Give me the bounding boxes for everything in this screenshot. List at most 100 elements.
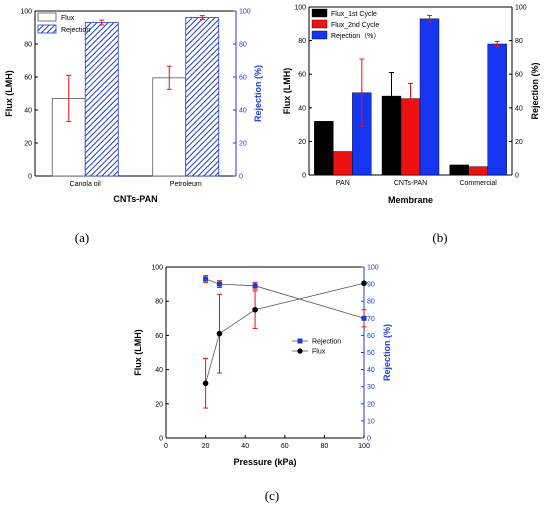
bar-series-0	[314, 121, 334, 176]
x-tick-label: PAN	[336, 180, 350, 187]
y-right-axis-label: Rejection (%)	[530, 62, 540, 119]
legend-label-1: Flux	[312, 349, 326, 356]
y-tick-label: 20	[24, 141, 32, 148]
y-right-tick-label: 20	[239, 141, 247, 148]
line-series-1	[205, 282, 365, 384]
panel-label: (a)	[75, 230, 89, 245]
y-right-tick-label: 80	[515, 38, 523, 45]
legend-label-0: Flux_1st Cycle	[331, 11, 377, 18]
x-tick-label: 80	[321, 443, 329, 450]
y-right-tick-label: 30	[367, 384, 375, 391]
chart-b: 0 20 40 60 80 100 0 20 40 60 80 100 PAN CNTs-PAN Comme…	[282, 5, 540, 246]
bar-series-0	[449, 164, 469, 176]
point-series-0	[216, 281, 222, 287]
bar-series-1	[333, 151, 353, 176]
y-tick-label: 100	[151, 265, 163, 272]
x-tick-label: 100	[358, 443, 370, 450]
y-right-tick-label: 90	[367, 282, 375, 289]
y-right-tick-label: 80	[239, 42, 247, 49]
chart-a: 0 20 40 60 80 100 0 20 40 60 80 100 Canola oil Petrol…	[4, 9, 263, 246]
y-right-tick-label: 40	[239, 108, 247, 115]
y-right-tick-label: 0	[239, 174, 243, 181]
legend-swatch-flux	[37, 12, 57, 22]
x-tick-label: CNTs-PAN	[394, 180, 427, 187]
y-right-axis-label: Rejection (%)	[253, 65, 263, 122]
legend-marker-0	[297, 338, 303, 344]
y-axis-label: Flux (LMH)	[4, 70, 14, 117]
y-tick-label: 0	[159, 436, 163, 443]
y-tick-label: 60	[155, 333, 163, 340]
legend-swatch-0	[311, 8, 328, 18]
bar-flux	[152, 77, 187, 177]
y-axis-label: Flux (LMH)	[282, 68, 292, 115]
y-tick-label: 0	[302, 173, 306, 180]
x-axis-label: Membrane	[388, 195, 433, 205]
y-tick-label: 100	[20, 9, 32, 16]
bar-rejection	[84, 22, 119, 177]
line-series-0	[205, 278, 365, 319]
y-tick-label: 100	[294, 5, 306, 12]
panel-label: (b)	[432, 230, 447, 245]
y-tick-label: 60	[24, 75, 32, 82]
x-tick-label: Petroleum	[170, 181, 202, 188]
x-tick-label: Commercial	[459, 180, 497, 187]
x-tick-label: 60	[281, 443, 289, 450]
y-axis-label: Flux (LMH)	[133, 329, 143, 376]
bar-series-2	[419, 18, 440, 176]
y-tick-label: 40	[24, 108, 32, 115]
point-series-1	[216, 330, 223, 337]
y-right-tick-label: 60	[367, 333, 375, 340]
y-right-tick-label: 40	[515, 105, 523, 112]
y-tick-label: 40	[298, 105, 306, 112]
y-right-tick-label: 20	[515, 139, 523, 146]
y-right-tick-label: 20	[367, 401, 375, 408]
x-tick-label: 0	[164, 443, 168, 450]
y-tick-label: 80	[298, 38, 306, 45]
y-right-tick-label: 0	[367, 436, 371, 443]
legend-marker-1	[297, 348, 303, 354]
y-right-tick-label: 70	[367, 316, 375, 323]
point-series-1	[202, 380, 209, 387]
y-tick-label: 80	[24, 42, 32, 49]
x-tick-label: 20	[202, 443, 210, 450]
legend-swatch-1	[311, 19, 328, 29]
y-right-tick-label: 40	[367, 367, 375, 374]
point-series-1	[361, 280, 367, 287]
y-right-tick-label: 100	[367, 265, 379, 272]
legend-swatch-rejection	[37, 24, 57, 34]
y-right-tick-label: 50	[367, 350, 375, 357]
bar-rejection	[185, 17, 220, 177]
bar-series-1	[468, 166, 488, 176]
y-right-axis-label: Rejection (%)	[382, 324, 392, 381]
y-right-tick-label: 10	[367, 418, 375, 425]
legend-label-rejection: Rejection	[61, 27, 90, 34]
x-tick-label: 40	[241, 443, 249, 450]
y-right-tick-label: 100	[239, 9, 251, 16]
y-right-tick-label: 60	[239, 75, 247, 82]
point-series-1	[252, 306, 258, 313]
y-tick-label: 40	[155, 367, 163, 374]
legend-label-2: Rejection（%）	[331, 32, 380, 40]
y-tick-label: 60	[298, 72, 306, 79]
x-axis-label: CNTs-PAN	[113, 194, 157, 204]
point-series-0	[252, 283, 258, 289]
x-axis-label: Pressure (kPa)	[233, 457, 296, 467]
legend-swatch-2	[311, 30, 328, 40]
legend-label-0: Rejection	[312, 339, 341, 346]
bar-series-2	[487, 43, 507, 176]
legend-label-1: Flux_2nd Cycle	[331, 22, 379, 29]
point-series-0	[361, 315, 367, 321]
x-tick-label: Canola oil	[70, 181, 102, 188]
y-tick-label: 80	[155, 299, 163, 306]
y-right-tick-label: 100	[515, 5, 527, 12]
bar-flux	[51, 98, 86, 177]
y-right-tick-label: 60	[515, 72, 523, 79]
y-tick-label: 0	[28, 174, 32, 181]
y-tick-label: 20	[298, 139, 306, 146]
y-tick-label: 20	[155, 401, 163, 408]
legend-label-flux: Flux	[61, 15, 75, 22]
y-right-tick-label: 80	[367, 299, 375, 306]
point-series-0	[203, 276, 209, 282]
